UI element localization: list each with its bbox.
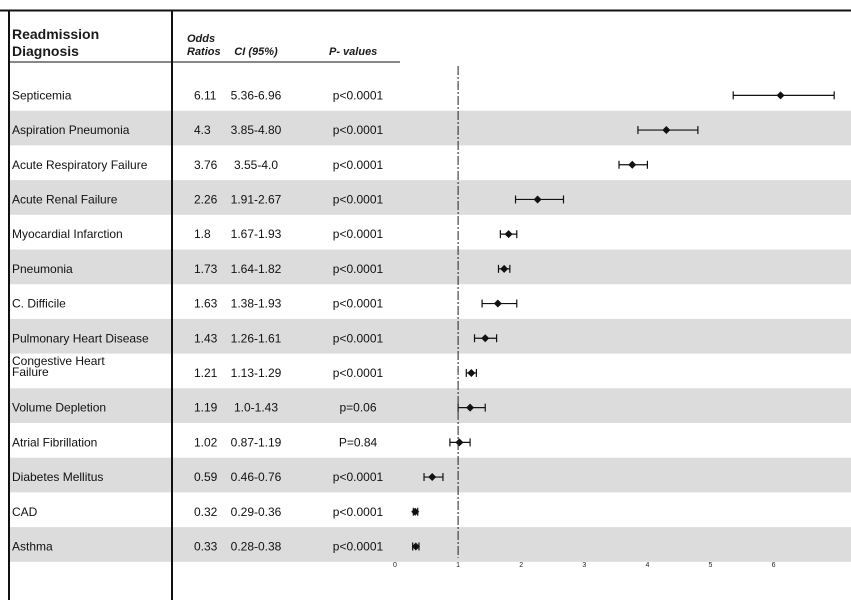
x-tick-label: 6: [772, 562, 776, 569]
ci-value: 1.0-1.43: [234, 401, 278, 415]
diagnosis-label: Myocardial Infarction: [12, 227, 123, 241]
ci-value: 5.36-6.96: [231, 88, 282, 102]
forest-plot-area: 0 1 2 3 4 5 6: [393, 66, 835, 569]
odds-ratio-point: [628, 160, 637, 169]
odds-ratio-point: [493, 299, 502, 308]
x-tick-label: 2: [519, 562, 523, 569]
ci-value: 0.29-0.36: [231, 505, 282, 519]
p-value: p<0.0001: [333, 505, 384, 519]
odds-ratio-value: 2.26: [194, 192, 218, 206]
header-odds-line1: Odds: [187, 33, 215, 45]
ci-value: 1.91-2.67: [231, 192, 282, 206]
ci-value: 0.87-1.19: [231, 435, 282, 449]
header-diagnosis-line2: Diagnosis: [12, 43, 79, 59]
odds-ratio-value: 1.21: [194, 366, 218, 380]
odds-ratio-value: 1.19: [194, 401, 218, 415]
odds-ratio-value: 0.32: [194, 505, 218, 519]
diagnosis-label: Septicemia: [12, 88, 72, 102]
header-odds-line2: Ratios: [187, 46, 221, 58]
header-ci: CI (95%): [234, 46, 278, 58]
row-band: [9, 457, 851, 493]
header-diagnosis-line1: Readmission: [12, 26, 99, 42]
diagnosis-label: Pulmonary Heart Disease: [12, 331, 149, 345]
p-value: p<0.0001: [333, 366, 384, 380]
diagnosis-label: C. Difficile: [12, 297, 66, 311]
diagnosis-label: Pneumonia: [12, 262, 73, 276]
diagnosis-label: Acute Respiratory Failure: [12, 158, 148, 172]
p-value: p<0.0001: [333, 227, 384, 241]
table-borders: [0, 9, 851, 600]
p-value: p<0.0001: [333, 262, 384, 276]
odds-ratio-value: 3.76: [194, 158, 218, 172]
ci-value: 3.55-4.0: [234, 158, 278, 172]
odds-ratio-point: [411, 542, 420, 551]
row-band: [9, 180, 851, 215]
odds-ratio-point: [533, 195, 542, 204]
diagnosis-label: Acute Renal Failure: [12, 192, 118, 206]
odds-ratio-value: 1.8: [194, 227, 211, 241]
odds-ratio-value: 1.43: [194, 331, 218, 345]
ci-value: 1.26-1.61: [231, 331, 282, 345]
x-tick-label: 3: [582, 562, 586, 569]
row-band: [9, 249, 851, 285]
odds-ratio-point: [500, 264, 509, 273]
p-value: p=0.06: [339, 401, 376, 415]
diagnosis-label: Diabetes Mellitus: [12, 470, 103, 484]
odds-ratio-value: 1.63: [194, 297, 218, 311]
odds-ratio-value: 4.3: [194, 123, 211, 137]
p-value: p<0.0001: [333, 88, 384, 102]
header-p-values: P- values: [329, 46, 377, 58]
row-band: [9, 318, 851, 354]
odds-ratio-point: [428, 473, 437, 482]
ci-value: 1.13-1.29: [231, 366, 282, 380]
odds-ratio-point: [467, 368, 476, 377]
row-band: [9, 527, 851, 562]
ci-value: 0.46-0.76: [231, 470, 282, 484]
x-tick-label: 5: [709, 562, 713, 569]
p-value: p<0.0001: [333, 297, 384, 311]
p-value: p<0.0001: [333, 123, 384, 137]
ci-value: 1.38-1.93: [231, 297, 282, 311]
x-tick-label: 1: [456, 562, 460, 569]
odds-ratio-value: 1.02: [194, 435, 218, 449]
diagnosis-label: Asthma: [12, 539, 53, 553]
p-value: p<0.0001: [333, 192, 384, 206]
table-rows: Septicemia 6.11 5.36-6.96 p<0.0001 Aspiratio…: [12, 88, 384, 553]
row-band: [9, 110, 851, 146]
diagnosis-label: Atrial Fibrillation: [12, 435, 97, 449]
ci-value: 1.67-1.93: [231, 227, 282, 241]
odds-ratio-point: [411, 507, 420, 516]
diagnosis-label: Volume Depletion: [12, 401, 106, 415]
odds-ratio-point: [481, 334, 490, 343]
odds-ratio-point: [466, 403, 475, 412]
p-value: P=0.84: [339, 435, 378, 449]
row-band: [9, 388, 851, 423]
odds-ratio-value: 1.73: [194, 262, 218, 276]
x-tick-label: 4: [645, 562, 649, 569]
odds-ratio-value: 0.59: [194, 470, 218, 484]
p-value: p<0.0001: [333, 539, 384, 553]
row-bands: [9, 110, 851, 562]
odds-ratio-value: 6.11: [194, 88, 217, 102]
p-value: p<0.0001: [333, 331, 384, 345]
ci-value: 3.85-4.80: [231, 123, 282, 137]
odds-ratio-value: 0.33: [194, 539, 218, 553]
ci-value: 1.64-1.82: [231, 262, 282, 276]
odds-ratio-point: [662, 126, 671, 135]
odds-ratio-point: [776, 91, 785, 100]
p-value: p<0.0001: [333, 470, 384, 484]
ci-value: 0.28-0.38: [231, 539, 282, 553]
p-value: p<0.0001: [333, 158, 384, 172]
x-tick-label: 0: [393, 562, 397, 569]
diagnosis-label: CAD: [12, 505, 38, 519]
odds-ratio-point: [455, 438, 464, 447]
diagnosis-label: Congestive Heart: [12, 354, 105, 368]
diagnosis-label: Aspiration Pneumonia: [12, 123, 130, 137]
diagnosis-label: Failure: [12, 365, 49, 379]
odds-ratio-point: [504, 230, 513, 239]
